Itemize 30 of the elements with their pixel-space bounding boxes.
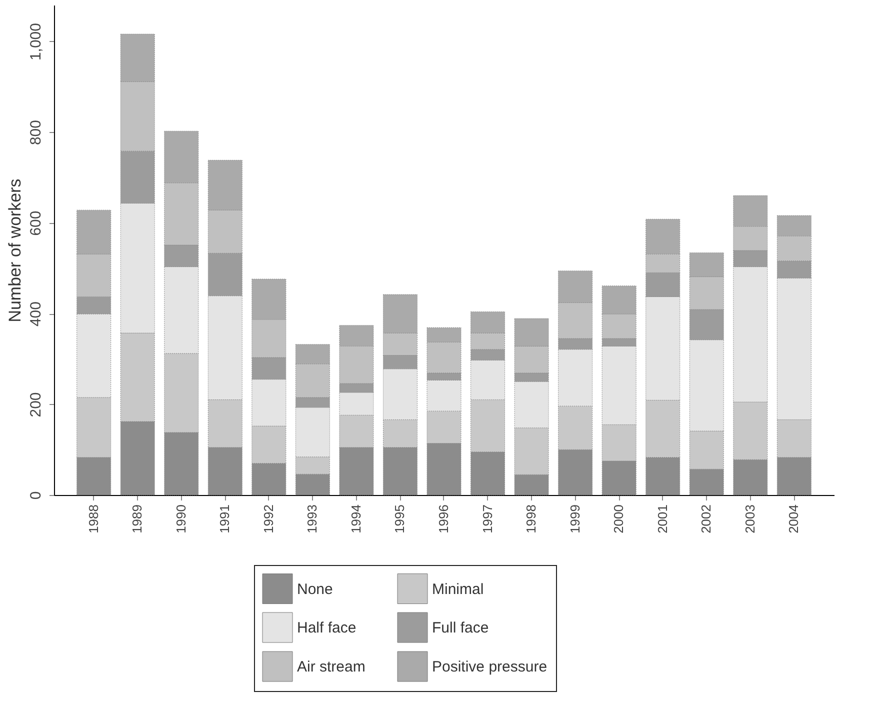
x-tick-label: 1991 [217, 504, 232, 534]
x-tick-label: 1989 [130, 504, 145, 534]
x-tick-label: 2004 [786, 504, 802, 534]
legend-label: Half face [297, 620, 356, 636]
x-tick-label: 1997 [480, 504, 495, 534]
x-tick-label: 1999 [567, 504, 582, 534]
legend-label: Air stream [297, 658, 366, 676]
x-tick-label: 1995 [392, 504, 408, 534]
y-tick-label: 200 [28, 392, 44, 418]
y-tick-label: 1,000 [28, 23, 44, 61]
legend-label: None [297, 580, 333, 598]
legend-label: Full face [432, 620, 489, 636]
x-tick-label: 1996 [436, 504, 451, 534]
x-tick-label: 2000 [611, 504, 626, 534]
x-tick-label: 1998 [524, 504, 539, 534]
y-tick-label: 600 [28, 210, 44, 236]
x-tick-label: 1988 [86, 504, 101, 534]
x-tick-label: 1992 [260, 504, 276, 534]
y-tick-label: 0 [28, 491, 44, 500]
legend-label: Minimal [432, 580, 484, 598]
x-tick-label: 1994 [348, 504, 364, 534]
y-tick-label: 400 [28, 302, 44, 327]
x-tick-label: 1990 [173, 504, 188, 534]
y-tick-label: 800 [28, 120, 44, 146]
x-tick-label: 2003 [742, 504, 758, 534]
legend-label: Positive pressure [432, 658, 548, 676]
x-tick-label: 2002 [698, 504, 714, 534]
x-tick-label: 1993 [304, 504, 320, 534]
y-axis-title: Number of workers [6, 178, 24, 322]
x-tick-label: 2001 [654, 504, 670, 534]
